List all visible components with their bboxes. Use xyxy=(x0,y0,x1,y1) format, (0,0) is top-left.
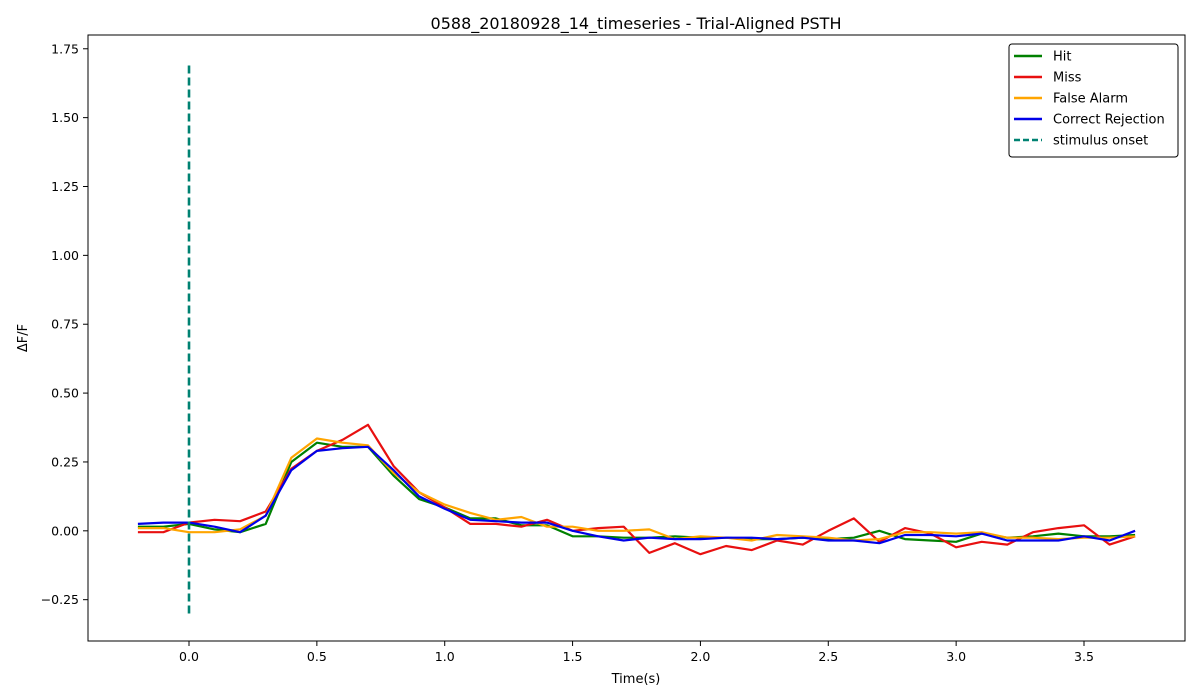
y-tick-label: 0.50 xyxy=(51,386,79,401)
legend-label-correct-rejection: Correct Rejection xyxy=(1053,113,1165,128)
x-tick-label: 0.0 xyxy=(179,649,199,664)
y-tick-label: 1.75 xyxy=(51,41,79,56)
series-line-hit xyxy=(137,441,1136,543)
legend-label-stimulus-onset: stimulus onset xyxy=(1053,134,1148,149)
series-line-correct-rejection xyxy=(137,445,1136,545)
x-tick-label: 2.5 xyxy=(818,649,838,664)
legend-label-hit: Hit xyxy=(1053,50,1071,65)
x-tick-label: 1.0 xyxy=(435,649,455,664)
plot-area xyxy=(87,34,1186,642)
x-tick-label: 2.0 xyxy=(690,649,710,664)
x-axis-label: Time(s) xyxy=(611,672,661,687)
x-tick-label: 3.5 xyxy=(1074,649,1094,664)
y-tick-label: 0.75 xyxy=(51,317,79,332)
y-tick-label: 0.00 xyxy=(51,523,79,538)
plot-frame xyxy=(87,34,1186,642)
series-line-false-alarm xyxy=(137,437,1136,542)
x-tick-label: 3.0 xyxy=(946,649,966,664)
x-tick-label: 1.5 xyxy=(563,649,583,664)
y-axis-label: ΔF/F xyxy=(16,324,31,352)
y-axis: −0.25 0.00 0.25 0.50 0.75 1.00 1.25 1.50 1.75 xyxy=(41,41,88,607)
chart-title: 0588_20180928_14_timeseries - Trial-Alig… xyxy=(431,14,842,34)
y-tick-label: −0.25 xyxy=(41,592,79,607)
legend-box xyxy=(1008,43,1179,158)
legend: Hit Miss False Alarm Correct Rejection stimu… xyxy=(1008,43,1179,158)
series-layer xyxy=(137,423,1136,556)
y-tick-label: 0.25 xyxy=(51,454,79,469)
x-axis: 0.0 0.5 1.0 1.5 2.0 2.5 3.0 3.5 xyxy=(179,641,1094,664)
y-tick-label: 1.00 xyxy=(51,248,79,263)
y-tick-label: 1.25 xyxy=(51,179,79,194)
legend-label-false-alarm: False Alarm xyxy=(1053,92,1128,107)
x-tick-label: 0.5 xyxy=(307,649,327,664)
legend-label-miss: Miss xyxy=(1053,71,1082,86)
y-tick-label: 1.50 xyxy=(51,110,79,125)
